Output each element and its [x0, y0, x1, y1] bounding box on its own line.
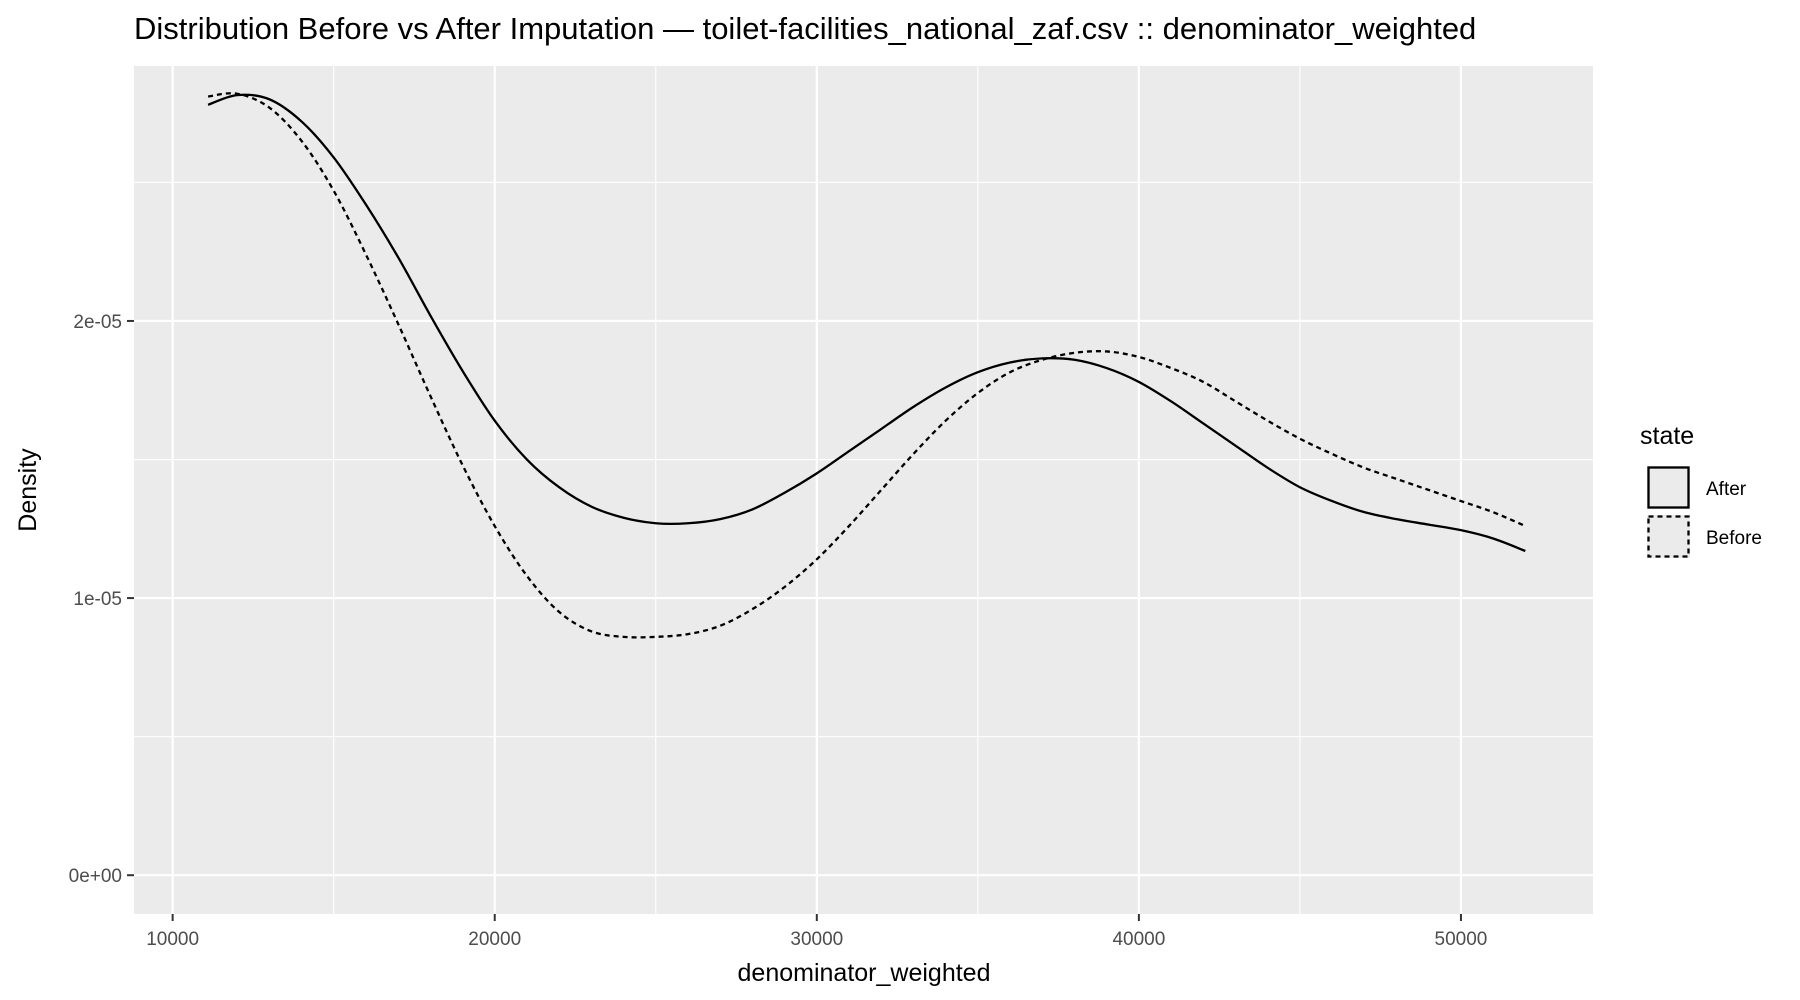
- y-tick-label: 1e-05: [73, 589, 122, 610]
- legend-key-outline: [1647, 466, 1690, 509]
- plot-panel: [134, 66, 1593, 914]
- y-tick-label: 2e-05: [73, 312, 122, 333]
- y-tick-label: 0e+00: [69, 866, 122, 887]
- legend: state After Before: [1640, 422, 1762, 558]
- series-lines: [207, 92, 1526, 639]
- series-line-after: [207, 93, 1526, 553]
- x-tick-label: 10000: [146, 929, 199, 950]
- legend-key-outline: [1647, 515, 1690, 558]
- legend-label-after: After: [1706, 479, 1747, 500]
- x-axis-ticks: 10000 20000 30000 40000 50000: [146, 914, 1487, 950]
- legend-title: state: [1640, 422, 1694, 450]
- minor-gridlines: [134, 66, 1593, 914]
- x-tick-label: 40000: [1112, 929, 1165, 950]
- x-tick-label: 20000: [468, 929, 521, 950]
- y-axis-title: Density: [14, 448, 42, 532]
- series-line-before: [207, 92, 1526, 639]
- x-tick-label: 50000: [1435, 929, 1488, 950]
- x-tick-label: 30000: [790, 929, 843, 950]
- x-axis-title: denominator_weighted: [738, 959, 991, 987]
- legend-label-before: Before: [1706, 528, 1762, 549]
- legend-key-after: [1647, 466, 1690, 509]
- legend-key-before: [1647, 515, 1690, 558]
- major-gridlines: [134, 66, 1593, 914]
- y-axis-ticks: 0e+00 1e-05 2e-05: [69, 312, 134, 887]
- chart-title: Distribution Before vs After Imputation …: [134, 11, 1476, 46]
